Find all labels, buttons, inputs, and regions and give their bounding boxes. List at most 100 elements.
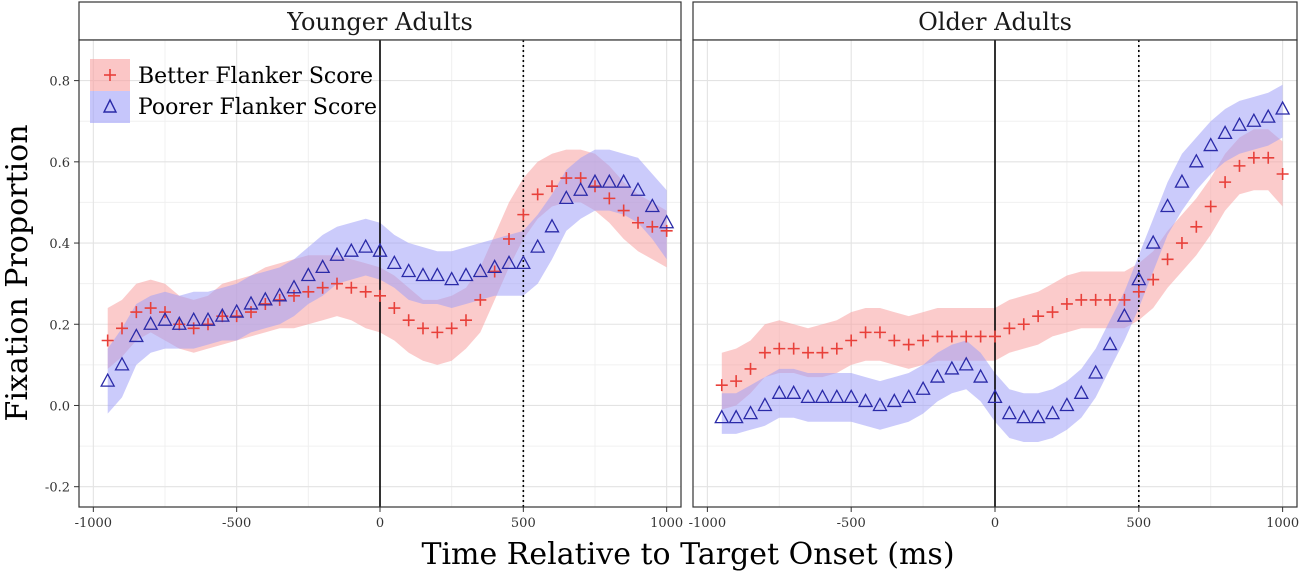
point-poorer-flanker xyxy=(1001,405,1017,420)
point-poorer-flanker xyxy=(472,263,488,278)
point-poorer-flanker xyxy=(644,198,660,213)
point-better-flanker xyxy=(787,342,800,355)
point-better-flanker xyxy=(431,326,444,339)
point-better-flanker xyxy=(374,289,386,302)
point-poorer-flanker xyxy=(573,181,589,196)
point-better-flanker xyxy=(859,326,872,339)
point-poorer-flanker xyxy=(257,291,273,306)
point-better-flanker xyxy=(1233,159,1246,172)
point-poorer-flanker xyxy=(171,315,187,330)
point-poorer-flanker xyxy=(786,384,802,399)
point-better-flanker xyxy=(773,342,786,355)
point-poorer-flanker xyxy=(143,315,159,330)
legend-key-better-marker xyxy=(104,69,116,81)
point-better-flanker xyxy=(474,293,487,306)
point-better-flanker xyxy=(331,277,343,290)
point-poorer-flanker xyxy=(659,214,675,229)
point-poorer-flanker xyxy=(515,254,531,269)
confidence-bands xyxy=(107,149,667,414)
point-poorer-flanker xyxy=(487,259,503,274)
point-better-flanker xyxy=(187,322,200,335)
point-better-flanker xyxy=(531,188,544,201)
point-better-flanker xyxy=(1046,306,1059,319)
point-better-flanker xyxy=(945,330,958,343)
point-poorer-flanker xyxy=(1246,112,1262,127)
point-better-flanker xyxy=(1003,322,1016,335)
x-tick-label: -1000 xyxy=(75,516,112,531)
point-poorer-flanker xyxy=(157,311,173,326)
point-better-flanker xyxy=(1276,168,1289,181)
point-poorer-flanker xyxy=(742,405,759,420)
point-poorer-flanker xyxy=(1073,384,1089,399)
point-poorer-flanker xyxy=(901,388,917,404)
point-better-flanker xyxy=(1175,237,1188,250)
y-axis: -0.2 0.0 0.2 0.4 0.6 0.8 xyxy=(45,75,79,496)
point-poorer-flanker xyxy=(757,397,773,412)
point-poorer-flanker xyxy=(186,311,202,326)
point-poorer-flanker xyxy=(1088,364,1104,379)
point-better-flanker xyxy=(230,310,243,323)
y-tick-label: -0.2 xyxy=(45,481,70,496)
x-tick-label: -500 xyxy=(837,516,866,531)
point-poorer-flanker xyxy=(843,388,859,404)
point-poorer-flanker xyxy=(544,218,560,233)
point-poorer-flanker xyxy=(415,267,431,282)
point-better-flanker xyxy=(730,375,743,388)
point-better-flanker xyxy=(1161,253,1174,266)
point-poorer-flanker xyxy=(229,303,245,318)
point-poorer-flanker xyxy=(973,368,989,383)
point-better-flanker xyxy=(1089,293,1102,306)
x-tick-label: 0 xyxy=(376,516,384,531)
point-poorer-flanker xyxy=(630,181,646,196)
point-poorer-flanker xyxy=(329,246,345,261)
point-better-flanker xyxy=(345,281,358,294)
point-poorer-flanker xyxy=(300,267,316,282)
y-tick-label: 0.4 xyxy=(49,237,70,252)
point-better-flanker xyxy=(1204,200,1217,213)
point-poorer-flanker xyxy=(829,388,845,404)
point-poorer-flanker xyxy=(1260,108,1276,123)
point-poorer-flanker xyxy=(530,238,546,253)
point-poorer-flanker xyxy=(929,368,946,383)
point-poorer-flanker xyxy=(616,173,632,188)
point-better-flanker xyxy=(873,326,886,339)
point-poorer-flanker xyxy=(714,409,730,424)
legend-key-poorer-band xyxy=(90,91,130,123)
panel-strip xyxy=(78,1,682,41)
point-poorer-flanker xyxy=(987,388,1003,404)
point-better-flanker xyxy=(632,216,644,229)
point-poorer-flanker xyxy=(1174,173,1190,188)
point-better-flanker xyxy=(758,346,771,359)
x-tick-label: 1000 xyxy=(650,516,683,531)
point-poorer-flanker xyxy=(1231,116,1248,131)
point-better-flanker xyxy=(546,180,558,193)
legend-key-poorer-marker xyxy=(102,98,118,113)
point-better-flanker xyxy=(1032,310,1045,323)
point-poorer-flanker xyxy=(1102,336,1118,351)
point-better-flanker xyxy=(359,285,372,298)
x-tick-label: 1000 xyxy=(1266,516,1299,531)
point-poorer-flanker xyxy=(343,242,359,257)
data-points xyxy=(100,172,675,387)
legend-label-better: Better Flanker Score xyxy=(138,64,373,89)
x-tick-label: 500 xyxy=(1126,516,1151,531)
point-better-flanker xyxy=(245,306,257,319)
point-better-flanker xyxy=(902,338,915,351)
point-better-flanker xyxy=(960,330,973,343)
point-poorer-flanker xyxy=(114,356,130,371)
point-better-flanker xyxy=(802,346,815,359)
x-tick-label: 0 xyxy=(991,516,999,531)
point-poorer-flanker xyxy=(886,393,902,408)
point-poorer-flanker xyxy=(372,242,388,257)
panel-title: Older Adults xyxy=(918,8,1072,36)
point-better-flanker xyxy=(1060,297,1073,310)
x-tick-label: 500 xyxy=(511,516,536,531)
point-better-flanker xyxy=(560,172,573,185)
point-poorer-flanker xyxy=(1275,100,1291,115)
band-poorer-flanker xyxy=(107,149,667,414)
point-better-flanker xyxy=(130,306,143,319)
point-poorer-flanker xyxy=(243,295,259,310)
point-better-flanker xyxy=(302,285,315,298)
point-better-flanker xyxy=(646,220,659,233)
point-poorer-flanker xyxy=(358,238,374,253)
